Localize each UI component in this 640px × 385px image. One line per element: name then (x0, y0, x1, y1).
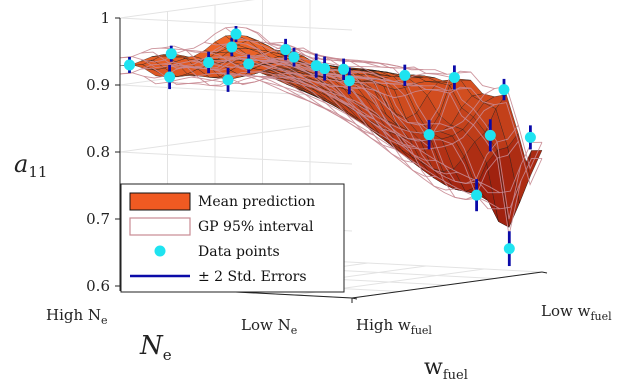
wfuel-low-label: Low wfuel (541, 302, 612, 323)
data-point-18 (484, 129, 496, 141)
legend-mean-swatch (129, 192, 191, 211)
data-point-17 (498, 84, 510, 96)
interval-line-w-0-6 (191, 56, 424, 71)
legend-errors-label: ± 2 Std. Errors (198, 269, 307, 285)
ne-axis-label-main: N (139, 331, 164, 361)
ne-low-label: Low Ne (241, 316, 297, 337)
grid-line-side-2 (119, 151, 353, 165)
data-point-4 (203, 57, 215, 69)
z-tick-label-2: 0.8 (86, 143, 110, 161)
wfuel-high-main: High w (356, 316, 411, 334)
legend-mean-label: Mean prediction (198, 194, 315, 210)
ne-axis-label-sub: e (163, 346, 172, 364)
legend-points-label: Data points (198, 244, 280, 260)
wfuel-high-sub: fuel (411, 324, 433, 337)
data-point-5 (243, 58, 255, 70)
ne-low-sub: e (291, 324, 298, 337)
interval-line-w-1-2 (143, 55, 376, 80)
wfuel-low-main: Low w (541, 302, 591, 320)
z-axis-label-sub: 11 (28, 163, 47, 181)
legend-interval-label: GP 95% interval (198, 219, 314, 235)
wfuel-axis-line (351, 271, 543, 299)
wfuel-axis-label: wfuel (424, 355, 468, 383)
wfuel-low-sub: fuel (590, 310, 612, 323)
wfuel-axis-label-sub: fuel (443, 368, 468, 383)
grid-line-side-4 (119, 17, 353, 31)
wfuel-high-label: High wfuel (356, 316, 432, 337)
ne-axis-label: Ne (139, 331, 172, 364)
ne-low-main: Low N (241, 316, 291, 334)
data-point-6 (226, 41, 238, 53)
interval-line-w-0-16 (309, 84, 543, 194)
ne-high-label: High Ne (46, 306, 108, 327)
data-point-13 (338, 63, 350, 75)
legend-points-marker (154, 245, 166, 257)
wfuel-axis-tick-0 (351, 297, 358, 300)
interval-line-w-1-12 (262, 81, 495, 150)
gp-interval-surface (119, 26, 543, 236)
data-point-1 (164, 71, 176, 83)
interval-line-w-0-14 (286, 75, 519, 184)
data-point-19 (524, 131, 536, 143)
ne-high-sub: e (101, 314, 108, 327)
z-tick-label-1: 0.9 (86, 76, 110, 94)
data-point-15 (448, 71, 460, 83)
interval-line-w-0-10 (238, 57, 471, 126)
z-axis-ticks: 1 0.9 0.8 0.7 0.6 (86, 9, 120, 295)
z-axis-label-main: a (14, 150, 28, 178)
wfuel-axis-label-main: w (424, 355, 443, 380)
z-tick-label-0: 1 (100, 9, 110, 27)
data-point-3 (222, 74, 234, 86)
data-point-2 (165, 48, 177, 60)
data-point-16 (423, 129, 435, 141)
legend: Mean prediction GP 95% interval Data poi… (120, 183, 345, 293)
data-point-14 (399, 69, 411, 81)
z-tick-label-4: 0.6 (86, 277, 110, 295)
ne-high-main: High N (46, 306, 101, 324)
z-axis-label: a11 (14, 150, 47, 181)
data-points-layer (124, 26, 536, 267)
interval-line-w-1-14 (286, 91, 519, 200)
interval-line-w-0-2 (143, 39, 376, 64)
data-point-10 (310, 60, 322, 72)
data-point-11 (288, 51, 300, 63)
interval-line-w-1-16 (309, 101, 543, 210)
data-point-8 (280, 44, 292, 56)
floor-grid-w-4 (309, 259, 543, 273)
data-point-0 (124, 59, 135, 71)
data-point-20 (471, 189, 483, 201)
data-point-9 (343, 75, 355, 87)
data-point-12 (319, 63, 331, 75)
z-tick-label-3: 0.7 (86, 210, 110, 228)
legend-interval-swatch (129, 217, 191, 236)
interval-line-w-1-4 (167, 61, 400, 86)
data-point-21 (503, 243, 515, 255)
interval-line-w-0-12 (262, 65, 495, 134)
wfuel-axis-tick-1 (541, 271, 548, 274)
data-point-7 (230, 28, 242, 40)
